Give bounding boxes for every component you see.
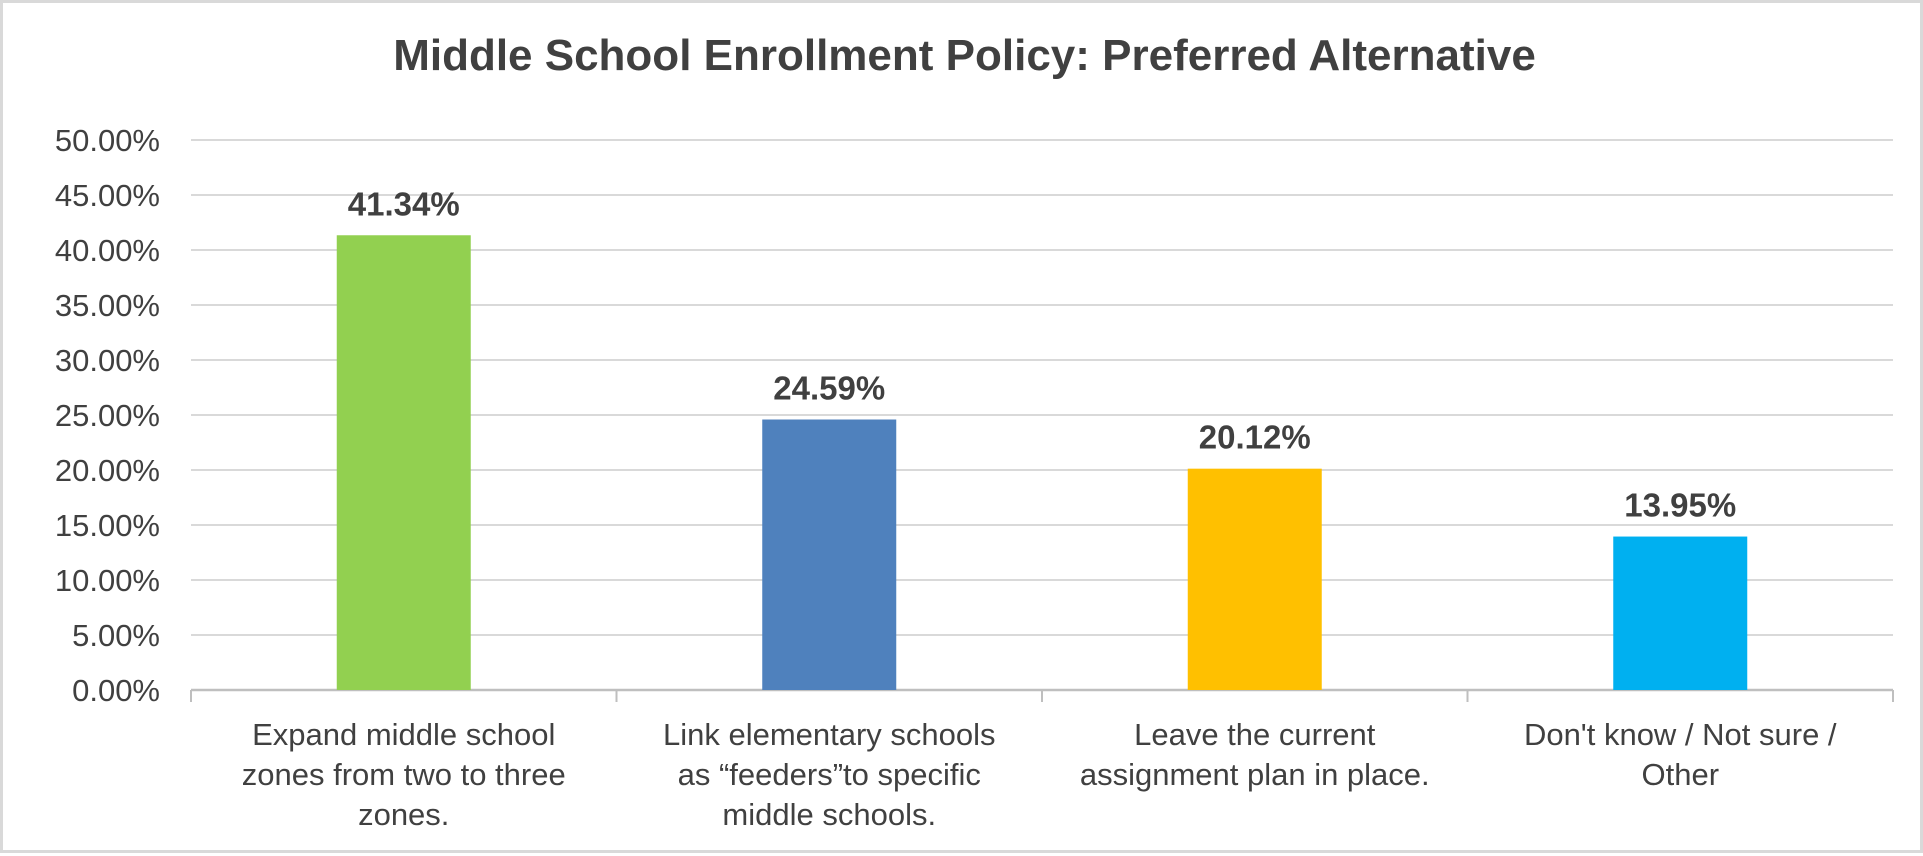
category-label: Don't know / Not sure / <box>1524 717 1837 752</box>
category-label: assignment plan in place. <box>1080 757 1430 792</box>
chart-title: Middle School Enrollment Policy: Preferr… <box>393 31 1536 80</box>
y-tick-label: 30.00% <box>55 343 160 378</box>
y-tick-label: 40.00% <box>55 233 160 268</box>
bar <box>1613 536 1748 690</box>
y-tick-label: 20.00% <box>55 453 160 488</box>
category-label: Other <box>1641 757 1719 792</box>
data-label: 41.34% <box>348 185 460 222</box>
y-tick-label: 45.00% <box>55 178 160 213</box>
bar-chart: 0.00% 5.00% 10.00% 15.00% 20.00% 25.00% 30.00%… <box>55 123 1894 832</box>
bar <box>762 419 897 690</box>
category-label: middle schools. <box>722 797 936 832</box>
category-label: zones from two to three <box>242 757 566 792</box>
category-label: zones. <box>358 797 449 832</box>
y-tick-label: 10.00% <box>55 563 160 598</box>
category-label: Leave the current <box>1134 717 1376 752</box>
category-label: as “feeders”to specific <box>678 757 981 792</box>
y-tick-label: 25.00% <box>55 398 160 433</box>
bar <box>336 235 471 690</box>
data-label: 24.59% <box>773 370 885 407</box>
y-tick-label: 50.00% <box>55 123 160 158</box>
category-label: Expand middle school <box>252 717 555 752</box>
category-label: Link elementary schools <box>663 717 996 752</box>
y-tick-label: 35.00% <box>55 288 160 323</box>
y-tick-label: 0.00% <box>72 673 160 708</box>
data-label: 20.12% <box>1199 419 1311 456</box>
bar <box>1187 468 1322 690</box>
y-tick-label: 5.00% <box>72 618 160 653</box>
data-label: 13.95% <box>1624 487 1736 524</box>
y-tick-label: 15.00% <box>55 508 160 543</box>
